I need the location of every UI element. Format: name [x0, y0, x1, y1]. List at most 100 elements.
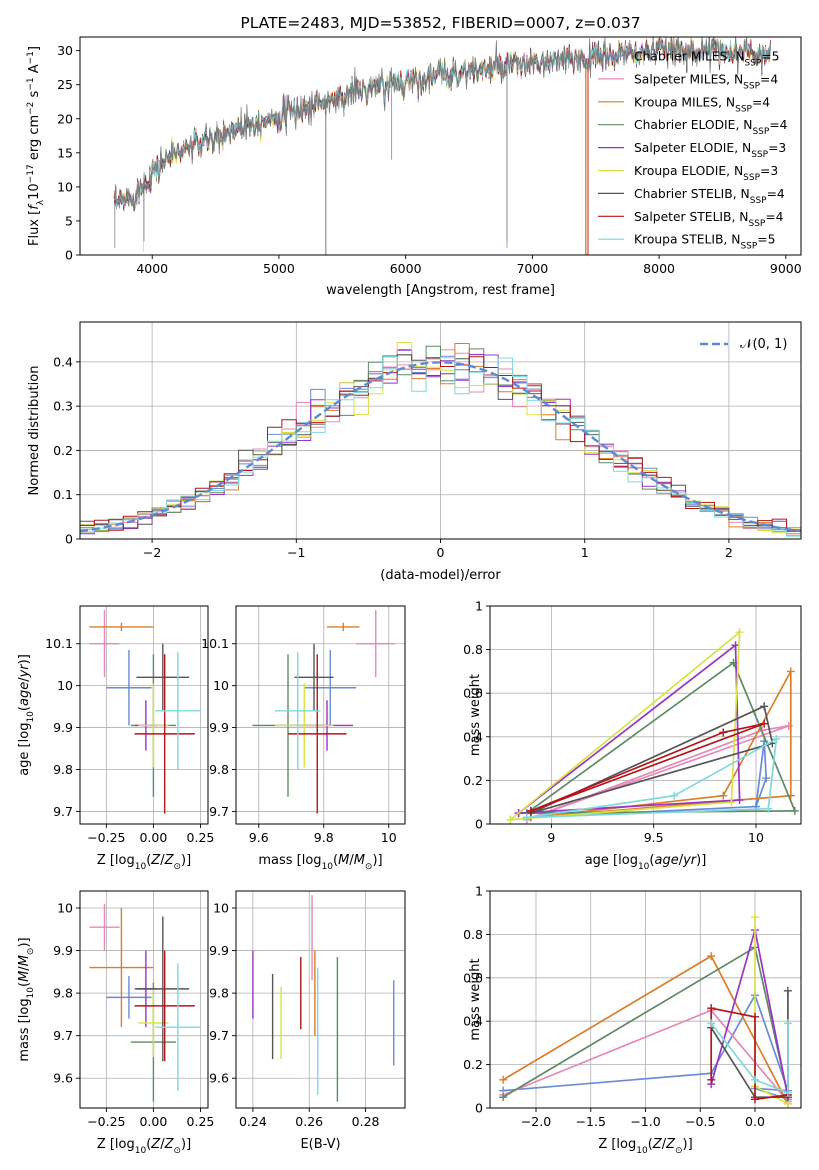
y-tick-label: 0	[475, 817, 483, 832]
x-tick-label: 9.8	[314, 830, 334, 845]
y-tick-label: 0.8	[463, 927, 483, 942]
x-tick-label: 9.6	[249, 830, 269, 845]
y-tick-label: 9.7	[53, 1028, 73, 1043]
data-point-marker	[751, 1095, 760, 1104]
errorbar-chabrier-miles	[106, 650, 152, 726]
errorbar-salpeter-miles	[89, 903, 120, 951]
x-axis-label: mass [log10(M/M⊙)]	[258, 853, 382, 872]
y-tick-label: 9.9	[53, 943, 73, 958]
y-tick-label: 9.7	[209, 804, 229, 819]
y-tick-label: 9.7	[53, 804, 73, 819]
series-salpeter-elodie	[707, 926, 792, 1102]
x-tick-label: 0	[437, 545, 445, 560]
x-axis-label: Z [log10(Z/Z⊙)]	[97, 853, 191, 872]
y-axis-label: mass weight	[468, 674, 483, 756]
x-tick-label: 7000	[516, 261, 548, 276]
mass-vs-EBV-panel: 0.24 0.26 0.28 9.6 9.7 9.8 9.9 10 E(B-V)	[209, 890, 406, 1152]
observed-spectrum-line	[113, 37, 771, 255]
data-point-marker	[786, 667, 795, 676]
data-point-marker	[526, 806, 535, 815]
legend-label: Chabrier MILES, NSSP=5	[634, 50, 779, 69]
data-point-marker	[751, 1075, 760, 1084]
x-axis-label: age [log10(age/yr)]	[585, 853, 707, 872]
series-kroupa-elodie	[506, 628, 744, 824]
y-axis-label: mass weight	[468, 958, 483, 1040]
x-tick-label: 2	[725, 545, 733, 560]
y-tick-label: 30	[57, 43, 73, 58]
series-line	[530, 722, 765, 812]
axes-frame	[235, 605, 406, 825]
y-tick-label: 25	[57, 77, 73, 92]
y-tick-label: 5	[65, 213, 73, 228]
spectrum-panel: 4000 5000 6000 7000 8000 9000 0 5 10 15 20 25 30 PLAT…	[26, 14, 802, 298]
y-tick-label: 0.6	[463, 686, 483, 701]
axes-frame	[79, 36, 802, 256]
massweight-vs-age-panel: 9 9.5 10 0 0.2 0.4 0.6 0.8 1 age [log10(age/yr)] m…	[463, 599, 802, 872]
spectrum-line-kroupa-stelib	[113, 37, 771, 209]
x-tick-label: 0.24	[239, 1114, 267, 1129]
legend-label: Kroupa STELIB, NSSP=5	[634, 233, 775, 252]
series-line	[530, 705, 774, 814]
errorbar-kroupa-elodie	[138, 988, 169, 1057]
series-line	[509, 630, 741, 821]
x-tick-label: 9	[547, 830, 555, 845]
y-axis-label: Normed distribution	[27, 366, 42, 496]
y-tick-label: 9.8	[53, 762, 73, 777]
y-tick-label: 0.6	[463, 970, 483, 985]
y-axis-label: age [log10(age/yr)]	[17, 654, 36, 776]
data-point-marker	[772, 734, 781, 743]
y-tick-label: 9.6	[209, 1071, 229, 1086]
y-tick-label: 0.3	[53, 399, 73, 414]
errorbar-kroupa-miles	[89, 622, 154, 632]
y-tick-label: 1	[475, 599, 483, 614]
series-line	[503, 993, 790, 1101]
y-tick-label: 20	[57, 111, 73, 126]
legend-label: Kroupa MILES, NSSP=4	[634, 95, 770, 114]
legend-label: 𝒩(0, 1)	[740, 337, 787, 352]
series-line	[710, 1022, 789, 1095]
axes-frame	[489, 605, 802, 825]
errorbar-kroupa-stelib	[275, 652, 321, 770]
data-point-marker	[762, 774, 771, 783]
errorbar-chabrier-stelib	[136, 643, 190, 711]
x-axis-label: Z [log10(Z/Z⊙)]	[598, 1137, 692, 1156]
data-point-marker	[735, 796, 744, 805]
axes-frame	[235, 890, 406, 1109]
x-tick-label: 0.28	[352, 1114, 380, 1129]
y-tick-label: 10	[57, 678, 73, 693]
x-tick-label: 0.00	[139, 1114, 167, 1129]
y-tick-label: 0	[65, 248, 73, 263]
y-tick-label: 9.9	[209, 943, 229, 958]
x-tick-label: 6000	[390, 261, 422, 276]
errorbar-kroupa-elodie	[275, 683, 334, 768]
legend-label: Salpeter ELODIE, NSSP=3	[634, 141, 786, 160]
x-tick-label: 0.25	[187, 830, 215, 845]
x-tick-label: −2.0	[521, 1114, 551, 1129]
errorbar-salpeter-stelib	[134, 654, 195, 814]
x-tick-label: 9000	[770, 261, 802, 276]
errorbar-salpeter-stelib	[288, 654, 347, 814]
x-tick-label: 0.0	[745, 1114, 765, 1129]
x-axis-label: (data-model)/error	[380, 568, 501, 583]
errorbar-kroupa-miles	[327, 622, 360, 632]
data-point-marker	[707, 1019, 716, 1028]
data-point-marker	[719, 791, 728, 800]
y-tick-label: 0.4	[463, 1014, 483, 1029]
data-point-marker	[783, 1088, 792, 1097]
errorbar-chabrier-miles	[304, 650, 357, 726]
data-point-marker	[751, 913, 760, 922]
y-axis-label: Flux [fλ10−17 erg cm−2 s−1 A−1]	[26, 46, 46, 246]
y-tick-label: 0	[65, 532, 73, 547]
data-point-marker	[783, 986, 792, 995]
data-point-marker	[506, 815, 515, 824]
legend-label: Chabrier STELIB, NSSP=4	[634, 187, 785, 206]
x-axis-label: Z [log10(Z/Z⊙)]	[97, 1137, 191, 1156]
data-point-marker	[735, 628, 744, 637]
x-tick-label: 10	[381, 830, 397, 845]
data-point-marker	[522, 813, 531, 822]
y-tick-label: 0.4	[53, 354, 73, 369]
data-point-marker	[760, 719, 769, 728]
x-tick-label: 5000	[263, 261, 295, 276]
series-salpeter-elodie	[514, 641, 744, 818]
